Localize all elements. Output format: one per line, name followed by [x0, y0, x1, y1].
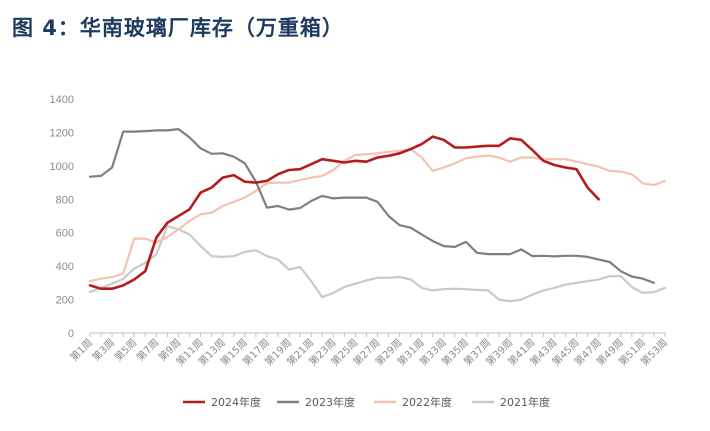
legend-label: 2021年度 [500, 395, 550, 409]
y-tick-label: 1400 [50, 94, 74, 106]
y-tick-label: 400 [56, 261, 74, 273]
legend-label: 2024年度 [211, 395, 261, 409]
chart-title: 图 4：华南玻璃厂库存（万重箱） [12, 16, 344, 40]
y-tick-label: 1200 [50, 127, 74, 139]
y-tick-label: 800 [56, 194, 74, 206]
y-tick-label: 0 [68, 328, 74, 340]
y-tick-label: 600 [56, 228, 74, 240]
x-tick-label: 第7周 [134, 336, 162, 364]
y-tick-label: 200 [56, 295, 74, 307]
x-tick-label: 第5周 [112, 336, 140, 364]
x-tick-label: 第3周 [89, 336, 117, 364]
series-line-2022年度 [88, 148, 667, 283]
series-line-2024年度 [88, 135, 600, 290]
series-line-2023年度 [88, 128, 655, 284]
legend-label: 2023年度 [305, 395, 355, 409]
y-axis: 0 200 400 600 800 1000 1200 1400 [50, 94, 74, 340]
x-tick-label: 第1周 [67, 336, 95, 364]
series-line-2021年度 [88, 224, 667, 303]
legend: 2024年度 2023年度 2022年度 2021年度 [183, 395, 550, 409]
y-tick-label: 1000 [50, 161, 74, 173]
series-layer [88, 128, 667, 303]
x-axis: 第1周第3周第5周第7周第9周第11周第13周第15周第17周第19周第21周第… [67, 332, 670, 368]
legend-label: 2022年度 [402, 395, 452, 409]
